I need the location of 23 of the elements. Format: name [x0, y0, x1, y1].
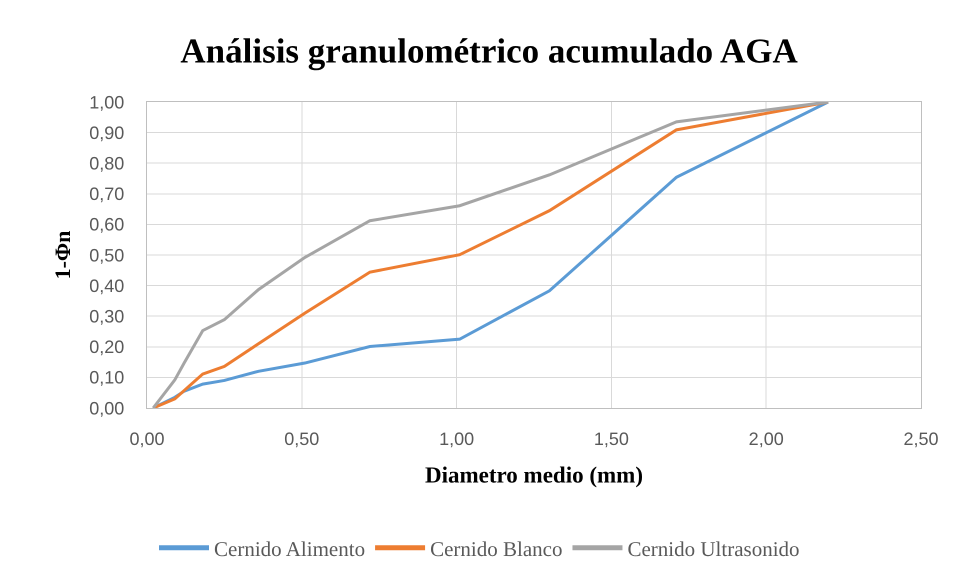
y-tick-label: 0,20 [89, 337, 124, 358]
y-tick-label: 0,50 [89, 245, 124, 266]
x-tick-label: 1,50 [594, 428, 629, 449]
x-tick-label: 0,50 [284, 428, 320, 449]
x-tick-label: 1,00 [439, 428, 474, 449]
y-tick-label: 0,10 [89, 368, 124, 388]
x-tick-label: 2,50 [903, 428, 939, 449]
legend-label: Cernido Blanco [430, 536, 562, 561]
y-tick-label: 0,70 [89, 184, 124, 204]
y-tick-label: 0,80 [89, 154, 124, 174]
y-axis-title: 1-Φn [50, 230, 76, 280]
y-tick-label: 0,40 [89, 276, 124, 296]
x-axis-title: Diametro medio (mm) [424, 462, 644, 488]
y-tick-label: 0,30 [89, 306, 124, 326]
legend-label: Cernido Alimento [214, 536, 366, 561]
y-tick-label: 0,90 [89, 122, 124, 143]
y-tick-label: 0,60 [89, 214, 124, 235]
chart-title: Análisis granulométrico acumulado AGA [180, 31, 799, 70]
y-tick-label: 1,00 [89, 92, 124, 112]
x-tick-label: 2,00 [748, 428, 784, 449]
legend-label: Cernido Ultrasonido [627, 536, 800, 561]
y-tick-label: 0,00 [89, 398, 124, 418]
x-tick-label: 0,00 [129, 428, 165, 449]
